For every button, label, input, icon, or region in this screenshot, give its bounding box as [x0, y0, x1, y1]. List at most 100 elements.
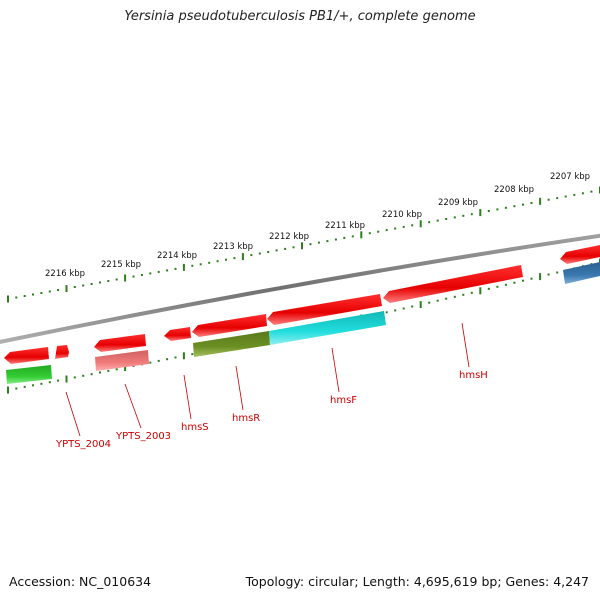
scale-minor-tick [15, 387, 18, 390]
scale-minor-tick [334, 238, 337, 241]
scale-minor-tick [462, 293, 465, 296]
scale-minor-tick [216, 260, 219, 263]
scale-minor-tick [99, 281, 101, 284]
scale-minor-tick [496, 208, 499, 211]
scale-major-tick [241, 253, 244, 261]
scale-major-tick [182, 352, 185, 360]
scale-minor-tick [556, 197, 559, 200]
scale-minor-tick [191, 353, 194, 356]
scale-minor-tick [174, 267, 177, 270]
scale-major-tick [539, 197, 542, 205]
scale-minor-tick [107, 280, 110, 282]
cds-feature[interactable] [4, 347, 49, 364]
scale-minor-tick [199, 263, 202, 266]
scale-label-2208: 2208 kbp [494, 185, 534, 195]
scale-minor-tick [48, 381, 51, 384]
gene-label-ypts-2003[interactable]: YPTS_2003 [115, 431, 171, 442]
scale-minor-tick [402, 225, 405, 228]
scale-major-tick [301, 242, 303, 250]
cds-feature[interactable] [560, 245, 600, 264]
scale-major-tick [65, 285, 68, 293]
scale-minor-tick [292, 246, 295, 249]
scale-minor-tick [462, 214, 465, 217]
cds-feature[interactable] [383, 265, 523, 303]
gene-label-ypts-2004[interactable]: YPTS_2004 [55, 439, 111, 450]
scale-minor-tick [191, 264, 194, 267]
scale-minor-tick [32, 293, 34, 296]
cog-feature[interactable] [193, 331, 270, 357]
scale-major-tick [479, 209, 482, 217]
scale-minor-tick [377, 230, 380, 233]
scale-minor-tick [166, 269, 169, 272]
scale-minor-tick [23, 295, 26, 297]
scale-minor-tick [428, 221, 431, 224]
scale-label-2215: 2215 kbp [101, 260, 141, 270]
scale-label-2211: 2211 kbp [325, 221, 365, 231]
scale-minor-tick [394, 227, 397, 230]
scale-minor-tick [90, 283, 93, 285]
cds-feature[interactable] [192, 314, 267, 337]
scale-minor-tick [250, 254, 253, 257]
scale-minor-tick [157, 359, 160, 362]
scale-minor-tick [411, 305, 414, 308]
cds-feature[interactable] [55, 345, 69, 359]
scale-major-tick [7, 295, 9, 303]
scale-major-tick [479, 287, 482, 295]
scale-minor-tick [82, 284, 85, 287]
scale-minor-tick [208, 261, 211, 264]
gene-label-hmsh[interactable]: hmsH [459, 370, 488, 381]
cds-feature[interactable] [94, 334, 146, 352]
scale-minor-tick [453, 295, 456, 298]
scale-major-tick [124, 274, 127, 282]
map-title: Yersinia pseudotuberculosis PB1/+, compl… [124, 9, 476, 24]
scale-minor-tick [351, 235, 354, 238]
scale-minor-tick [225, 258, 227, 261]
scale-minor-tick [385, 311, 388, 314]
scale-minor-tick [402, 307, 405, 310]
scale-minor-tick [82, 374, 85, 377]
scale-minor-tick [385, 229, 388, 232]
scale-label-2214: 2214 kbp [157, 251, 197, 261]
scale-minor-tick [149, 361, 152, 364]
scale-minor-tick [547, 198, 550, 201]
gene-label-hmss[interactable]: hmsS [181, 422, 209, 433]
scale-minor-tick [149, 272, 152, 275]
cds-feature[interactable] [267, 294, 382, 325]
gene-label-hmsf[interactable]: hmsF [330, 395, 357, 406]
scale-minor-tick [436, 219, 439, 222]
scale-minor-tick [40, 292, 43, 294]
scale-minor-tick [564, 195, 567, 198]
scale-major-tick [419, 301, 422, 309]
scale-minor-tick [99, 371, 101, 374]
scale-minor-tick [496, 285, 499, 288]
scale-minor-tick [504, 206, 507, 209]
scale-minor-tick [32, 384, 34, 387]
cog-feature[interactable] [6, 365, 52, 384]
scale-minor-tick [57, 289, 60, 291]
cog-feature[interactable] [95, 350, 149, 371]
scale-minor-tick [275, 249, 278, 252]
scale-minor-tick [504, 283, 507, 286]
cds-feature[interactable] [164, 327, 191, 341]
cog-feature[interactable] [563, 262, 600, 284]
scale-label-2212: 2212 kbp [269, 232, 309, 242]
scale-minor-tick [140, 274, 143, 276]
scale-minor-tick [233, 257, 236, 260]
scale-minor-tick [487, 210, 490, 212]
cog-feature[interactable] [269, 311, 386, 345]
scale-minor-tick [317, 241, 320, 244]
scale-major-tick [65, 375, 68, 383]
scale-minor-tick [556, 271, 559, 274]
scale-minor-tick [522, 203, 524, 206]
scale-minor-tick [590, 190, 593, 193]
scale-minor-tick [368, 232, 371, 235]
label-leaders [65, 322, 470, 437]
scale-minor-tick [57, 379, 60, 382]
scale-minor-tick [453, 216, 456, 219]
scale-minor-tick [487, 287, 490, 290]
scale-minor-tick [73, 286, 76, 288]
scale-minor-tick [115, 368, 118, 371]
gene-label-hmsr[interactable]: hmsR [232, 413, 260, 424]
scale-minor-tick [581, 192, 584, 195]
